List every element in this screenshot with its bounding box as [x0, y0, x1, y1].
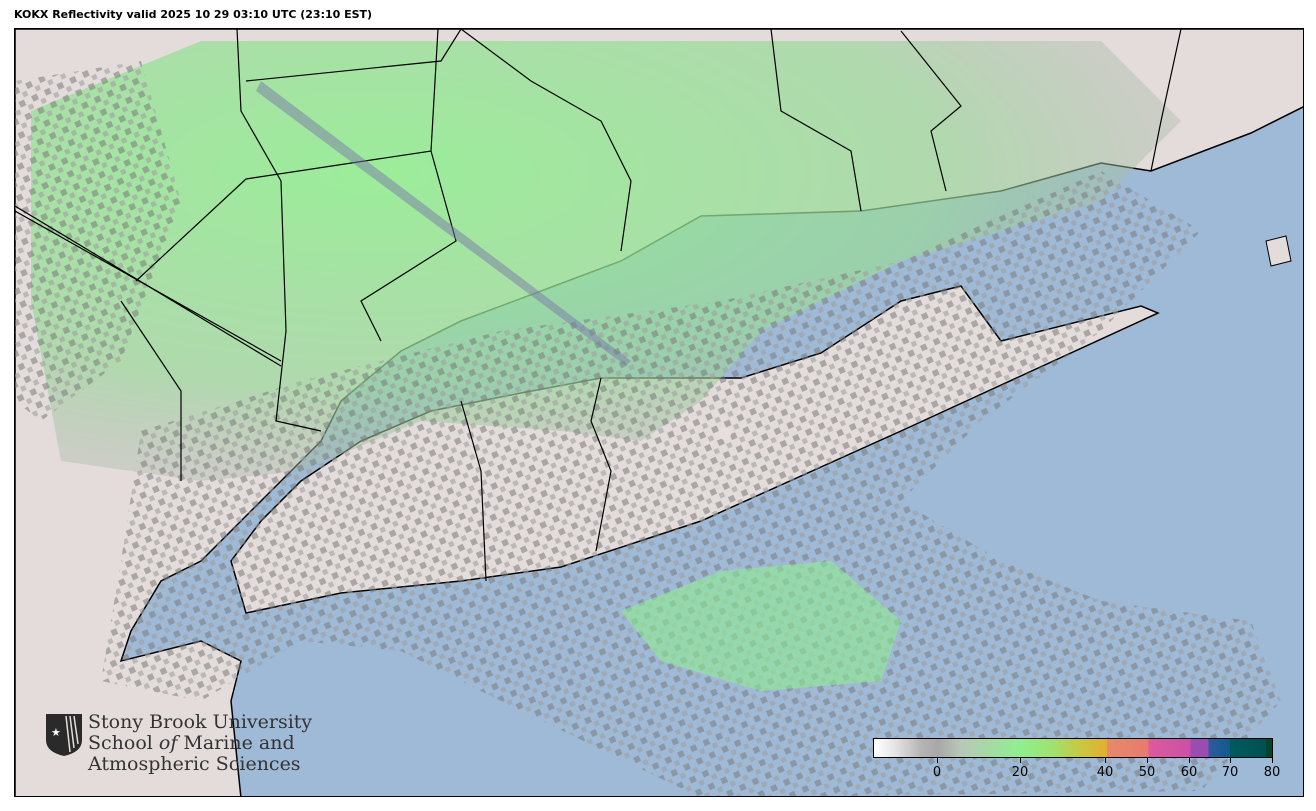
colorbar-tick — [1105, 758, 1106, 763]
offshore-green-echo — [621, 561, 901, 691]
gray-echo-area — [101, 171, 1281, 796]
colorbar-label: 80 — [1263, 765, 1281, 780]
logo-line-2: School of Marine and — [88, 733, 295, 754]
colorbar-tick — [1272, 758, 1273, 763]
logo-line-2b: of — [158, 732, 178, 754]
svg-text:★: ★ — [51, 726, 61, 739]
logo-line-2a: School — [88, 732, 159, 754]
radar-beam-block — [256, 81, 631, 366]
colorbar-tick — [937, 758, 938, 763]
colorbar-label: 50 — [1138, 765, 1156, 780]
colorbar-tick — [1147, 758, 1148, 763]
colorbar-label: 60 — [1180, 765, 1198, 780]
map-canvas — [15, 29, 1303, 796]
colorbar-label: 20 — [1011, 765, 1029, 780]
map-title: KOKX Reflectivity valid 2025 10 29 03:10… — [14, 8, 373, 21]
block-island — [1265, 235, 1292, 267]
reflectivity-colorbar — [873, 738, 1273, 758]
colorbar-label: 40 — [1096, 765, 1114, 780]
logo-line-2c: Marine and — [177, 732, 295, 754]
county-boundaries — [15, 29, 1182, 582]
colorbar-tick — [1230, 758, 1231, 763]
colorbar-label: 70 — [1221, 765, 1239, 780]
logo-line-3: Atmospheric Sciences — [88, 753, 301, 775]
logo-line-1: Stony Brook University — [88, 711, 313, 733]
sbu-somas-logo: ★ Stony Brook University School of Marin… — [30, 711, 313, 792]
radar-site-icon — [719, 428, 731, 440]
colorbar-tick — [1020, 758, 1021, 763]
radar-map[interactable] — [14, 28, 1304, 797]
shield-logo-icon: ★ — [46, 714, 82, 756]
green-echo-area — [31, 41, 1181, 481]
colorbar-tick — [1189, 758, 1190, 763]
colorbar-label: 0 — [932, 765, 942, 780]
west-gray-echo — [15, 61, 181, 421]
